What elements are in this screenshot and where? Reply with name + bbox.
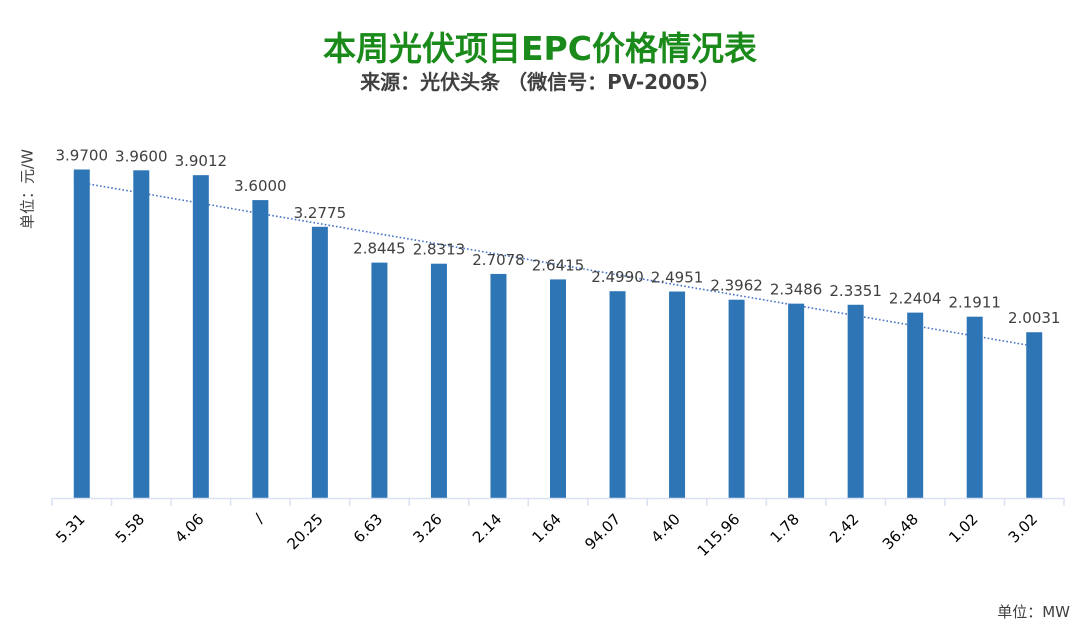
x-axis-unit-label: 单位：MW xyxy=(997,603,1070,621)
value-label: 3.2775 xyxy=(294,204,347,222)
value-label: 3.9600 xyxy=(115,147,168,165)
chart-title: 本周光伏项目EPC价格情况表 xyxy=(323,29,757,68)
value-label: 2.4990 xyxy=(591,268,644,286)
bars-group xyxy=(73,169,1043,499)
value-label: 2.2404 xyxy=(889,290,942,308)
bar xyxy=(490,273,507,498)
category-label: 3.02 xyxy=(1005,510,1041,546)
category-label: 6.63 xyxy=(350,510,386,546)
category-label: 4.40 xyxy=(648,510,684,546)
category-label: 5.58 xyxy=(112,510,148,546)
category-label: / xyxy=(251,509,268,526)
value-label: 2.4951 xyxy=(651,269,704,287)
bar xyxy=(550,279,566,498)
bar xyxy=(133,170,150,498)
category-label: 115.96 xyxy=(694,510,744,560)
bar xyxy=(73,169,90,499)
bar xyxy=(609,291,626,498)
bar xyxy=(907,312,924,498)
bar xyxy=(966,316,983,498)
value-label: 2.3486 xyxy=(770,281,823,299)
value-label: 3.9700 xyxy=(56,146,109,164)
category-label: 36.48 xyxy=(879,510,922,553)
value-label: 3.9012 xyxy=(175,152,228,170)
x-axis xyxy=(51,497,1065,506)
trendline xyxy=(73,180,1027,346)
value-label: 2.8445 xyxy=(353,240,406,258)
value-labels: 3.9700 3.9600 3.9012 3.6000 3.2775 2.8445 2.83… xyxy=(56,146,1061,327)
value-label: 2.6415 xyxy=(532,256,585,274)
bar xyxy=(847,304,864,498)
category-label: 1.02 xyxy=(945,510,981,546)
category-label: 3.26 xyxy=(409,510,445,546)
value-label: 2.3351 xyxy=(829,282,882,300)
bar xyxy=(728,299,745,498)
category-label: 5.31 xyxy=(52,510,88,546)
trendline-line xyxy=(73,180,1027,346)
bar xyxy=(252,200,269,498)
category-label: 4.06 xyxy=(171,510,207,546)
category-label: 94.07 xyxy=(581,510,624,553)
bar xyxy=(669,291,686,498)
category-label: 1.78 xyxy=(767,510,803,546)
bar xyxy=(311,226,328,499)
value-label: 3.6000 xyxy=(234,177,287,195)
category-label: 2.42 xyxy=(826,510,862,546)
bar xyxy=(430,263,447,498)
category-label: 2.14 xyxy=(469,510,505,546)
chart-subtitle: 来源：光伏头条 （微信号：PV-2005） xyxy=(360,70,720,94)
bar xyxy=(788,303,805,498)
bar xyxy=(371,262,388,498)
value-label: 2.3962 xyxy=(710,277,763,295)
bar xyxy=(192,175,209,498)
category-labels: 5.31 5.58 4.06 / 20.25 6.63 3.26 2.14 1.64 94.07 4… xyxy=(52,509,1041,560)
value-label: 2.7078 xyxy=(472,251,525,269)
value-label: 2.8313 xyxy=(413,241,466,259)
bar xyxy=(1026,332,1043,498)
value-label: 2.1911 xyxy=(948,294,1001,312)
category-label: 1.64 xyxy=(528,510,564,546)
value-label: 2.0031 xyxy=(1008,309,1061,327)
category-label: 20.25 xyxy=(284,510,327,553)
